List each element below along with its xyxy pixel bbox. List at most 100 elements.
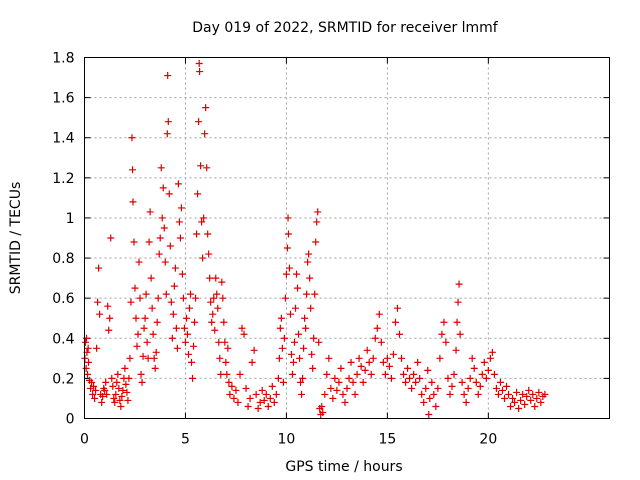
data-point [159,184,167,192]
data-point [169,310,177,318]
data-point [351,390,359,398]
data-point [327,384,335,392]
data-point [333,386,341,394]
data-point [284,230,292,238]
data-point [389,350,397,358]
data-point [160,224,168,232]
data-point [198,218,206,226]
chart-title: Day 019 of 2022, SRMTID for receiver lmm… [192,20,499,36]
data-point [228,382,236,390]
data-point [466,374,474,382]
data-point [453,318,461,326]
data-point [369,354,377,362]
data-point [196,68,204,76]
data-point [179,294,187,302]
data-point [299,374,307,382]
data-point [226,390,234,398]
data-point [195,118,203,126]
data-point [125,374,133,382]
y-tick-label: 1.4 [52,131,74,147]
data-point [498,386,506,394]
data-point [132,314,140,322]
data-point [339,390,347,398]
data-point [167,298,175,306]
data-point [200,214,208,222]
data-point [416,374,424,382]
data-point [91,394,99,402]
data-point [383,354,391,362]
data-point [367,370,375,378]
data-point [266,394,274,402]
data-point [212,274,220,282]
data-point [282,270,290,278]
data-point [112,390,120,398]
data-point [279,378,287,386]
data-point [396,330,403,338]
data-point [517,396,525,404]
data-point [531,402,539,410]
data-point [375,310,383,318]
data-point [161,258,169,266]
data-point [305,250,313,258]
data-point [525,386,533,394]
data-point [162,290,170,298]
data-point [537,398,545,406]
data-point [412,378,420,386]
y-tick-label: 0.4 [52,331,74,347]
data-point [158,214,166,222]
data-point [222,358,230,366]
data-point [103,390,111,398]
data-point [452,346,460,354]
data-point [137,370,145,378]
data-point [309,364,317,372]
data-point [163,130,171,138]
data-point [280,334,288,342]
data-point [509,394,517,402]
data-point [118,392,126,400]
data-point [371,334,379,342]
data-point [178,270,186,278]
data-point [428,378,436,386]
data-point [244,402,252,410]
data-point [117,402,125,410]
data-point [146,208,154,216]
data-point [148,304,156,312]
data-point [268,382,276,390]
data-point [349,378,357,386]
data-point [436,354,444,362]
data-point [311,290,319,298]
data-point [519,390,527,398]
x-tick-label: 20 [479,432,497,448]
data-point [181,338,189,346]
data-point [232,386,240,394]
data-point [345,374,353,382]
data-point [184,350,192,358]
data-point [221,338,229,346]
data-point [488,348,496,356]
data-point [164,118,172,126]
data-point [130,238,138,246]
data-point [402,378,410,386]
data-point [248,358,256,366]
data-point [432,402,440,410]
data-point [180,324,188,332]
data-point [505,390,513,398]
data-point [310,334,318,342]
data-point [165,190,173,198]
data-point [496,378,504,386]
data-point [438,330,446,338]
data-point [329,394,337,402]
data-point [319,408,327,416]
data-point [197,162,205,170]
data-point [343,384,351,392]
y-tick-label: 1.8 [52,51,74,67]
data-point [292,304,300,312]
data-point [170,282,178,290]
data-point [440,318,448,326]
data-point [211,326,219,334]
data-point [129,166,137,174]
data-point [527,396,535,404]
data-point [480,358,488,366]
data-point [425,410,433,418]
data-point [246,394,254,402]
